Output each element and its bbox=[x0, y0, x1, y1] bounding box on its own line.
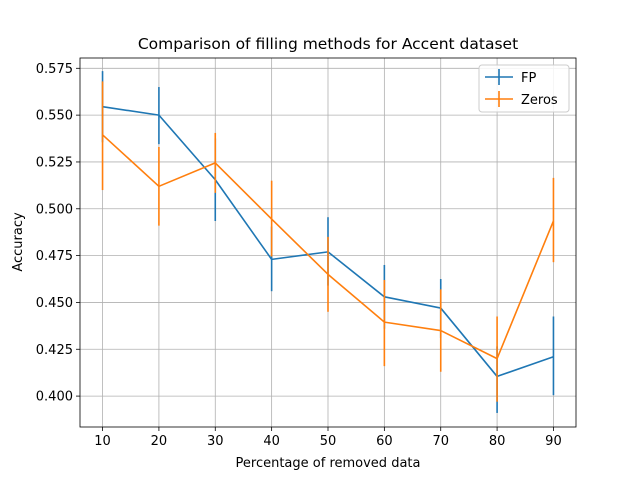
x-tick-label: 90 bbox=[545, 434, 562, 449]
series-zeros bbox=[101, 81, 555, 402]
x-tick-label: 20 bbox=[151, 434, 168, 449]
y-tick-label: 0.450 bbox=[36, 296, 73, 311]
legend-label-zeros: Zeros bbox=[521, 93, 558, 108]
x-tick-label: 70 bbox=[432, 434, 449, 449]
x-tick-label: 40 bbox=[263, 434, 280, 449]
y-tick-label: 0.525 bbox=[36, 155, 73, 170]
y-tick-label: 0.475 bbox=[36, 249, 73, 264]
y-axis-label: Accuracy bbox=[11, 212, 26, 272]
x-tick-label: 30 bbox=[207, 434, 224, 449]
y-tick-label: 0.425 bbox=[36, 343, 73, 358]
legend-label-fp: FP bbox=[521, 71, 536, 86]
x-tick-label: 80 bbox=[489, 434, 506, 449]
y-tick-label: 0.575 bbox=[36, 62, 73, 77]
plot-frame bbox=[79, 57, 577, 428]
x-tick-label: 60 bbox=[376, 434, 393, 449]
x-tick-label: 50 bbox=[320, 434, 337, 449]
series-line-zeros bbox=[102, 134, 555, 360]
y-tick-label: 0.500 bbox=[36, 202, 73, 217]
x-axis-label: Percentage of removed data bbox=[236, 456, 421, 471]
legend: FP Zeros bbox=[478, 64, 570, 113]
chart-title: Comparison of filling methods for Accent… bbox=[138, 35, 518, 53]
y-tick-label: 0.400 bbox=[36, 390, 73, 405]
x-tick-label: 10 bbox=[94, 434, 111, 449]
data-series bbox=[101, 71, 555, 413]
y-tick-label: 0.550 bbox=[36, 109, 73, 124]
axes: 10 20 30 40 50 60 70 80 90 0.400 0.425 0.450 0.475 0.… bbox=[36, 57, 577, 449]
